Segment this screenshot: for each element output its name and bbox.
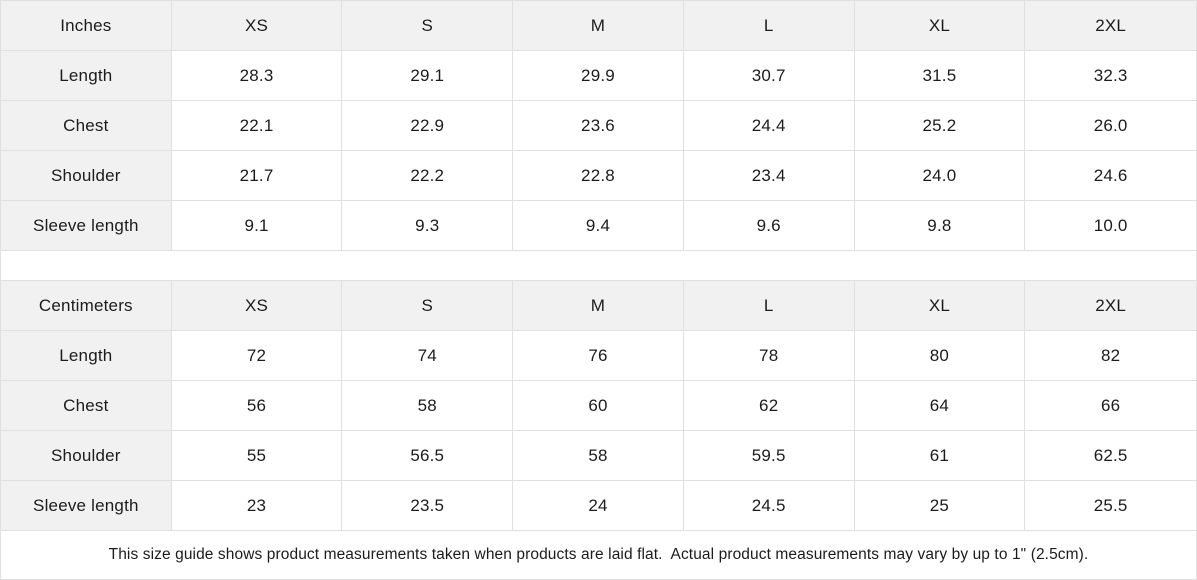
size-column-header: L <box>683 1 855 51</box>
measurement-value: 23.6 <box>513 101 684 151</box>
measurement-value: 21.7 <box>171 151 343 201</box>
measurement-value: 32.3 <box>1025 51 1196 101</box>
measurement-value: 31.5 <box>854 51 1026 101</box>
measurement-value: 82 <box>1025 331 1196 381</box>
size-column-header: XS <box>171 1 343 51</box>
measurement-value: 23.4 <box>683 151 855 201</box>
measurement-value: 30.7 <box>683 51 855 101</box>
measurement-value: 22.8 <box>513 151 684 201</box>
measurement-value: 24.5 <box>683 481 855 531</box>
measurement-value: 9.4 <box>513 201 684 251</box>
size-column-header: XS <box>171 281 343 331</box>
row-label: Chest <box>1 101 172 151</box>
measurement-value: 23 <box>171 481 343 531</box>
table-section-divider <box>1 251 1196 281</box>
measurement-value: 64 <box>854 381 1026 431</box>
measurement-value: 23.5 <box>342 481 514 531</box>
measurement-value: 59.5 <box>683 431 855 481</box>
size-column-header: 2XL <box>1025 281 1196 331</box>
measurement-value: 60 <box>513 381 684 431</box>
size-guide-disclaimer: This size guide shows product measuremen… <box>1 531 1196 579</box>
measurement-value: 66 <box>1025 381 1196 431</box>
measurement-value: 9.3 <box>342 201 514 251</box>
measurement-value: 25.5 <box>1025 481 1196 531</box>
size-table-inches: Inches XS S M L XL 2XL Length 28.3 29.1 … <box>1 1 1196 251</box>
measurement-value: 25 <box>854 481 1026 531</box>
row-label: Length <box>1 51 172 101</box>
measurement-value: 55 <box>171 431 343 481</box>
size-column-header: M <box>513 1 684 51</box>
measurement-value: 9.1 <box>171 201 343 251</box>
measurement-value: 9.6 <box>683 201 855 251</box>
measurement-value: 72 <box>171 331 343 381</box>
measurement-value: 80 <box>854 331 1026 381</box>
row-label: Sleeve length <box>1 201 172 251</box>
measurement-value: 9.8 <box>854 201 1026 251</box>
size-column-header: M <box>513 281 684 331</box>
measurement-value: 22.2 <box>342 151 514 201</box>
measurement-value: 28.3 <box>171 51 343 101</box>
row-label: Shoulder <box>1 431 172 481</box>
measurement-value: 56 <box>171 381 343 431</box>
measurement-value: 25.2 <box>854 101 1026 151</box>
size-column-header: 2XL <box>1025 1 1196 51</box>
measurement-value: 61 <box>854 431 1026 481</box>
row-label: Shoulder <box>1 151 172 201</box>
size-column-header: S <box>342 281 514 331</box>
measurement-value: 56.5 <box>342 431 514 481</box>
measurement-value: 78 <box>683 331 855 381</box>
measurement-value: 58 <box>342 381 514 431</box>
measurement-value: 76 <box>513 331 684 381</box>
measurement-value: 62.5 <box>1025 431 1196 481</box>
size-column-header: S <box>342 1 514 51</box>
measurement-value: 24 <box>513 481 684 531</box>
measurement-value: 29.1 <box>342 51 514 101</box>
size-table-centimeters: Centimeters XS S M L XL 2XL Length 72 74… <box>1 281 1196 531</box>
measurement-value: 62 <box>683 381 855 431</box>
measurement-value: 22.1 <box>171 101 343 151</box>
measurement-value: 10.0 <box>1025 201 1196 251</box>
row-label: Sleeve length <box>1 481 172 531</box>
size-column-header: L <box>683 281 855 331</box>
unit-header-inches: Inches <box>1 1 172 51</box>
size-column-header: XL <box>854 1 1026 51</box>
measurement-value: 24.6 <box>1025 151 1196 201</box>
measurement-value: 22.9 <box>342 101 514 151</box>
measurement-value: 29.9 <box>513 51 684 101</box>
measurement-value: 24.4 <box>683 101 855 151</box>
row-label: Chest <box>1 381 172 431</box>
row-label: Length <box>1 331 172 381</box>
measurement-value: 24.0 <box>854 151 1026 201</box>
measurement-value: 74 <box>342 331 514 381</box>
size-column-header: XL <box>854 281 1026 331</box>
unit-header-centimeters: Centimeters <box>1 281 172 331</box>
measurement-value: 26.0 <box>1025 101 1196 151</box>
measurement-value: 58 <box>513 431 684 481</box>
